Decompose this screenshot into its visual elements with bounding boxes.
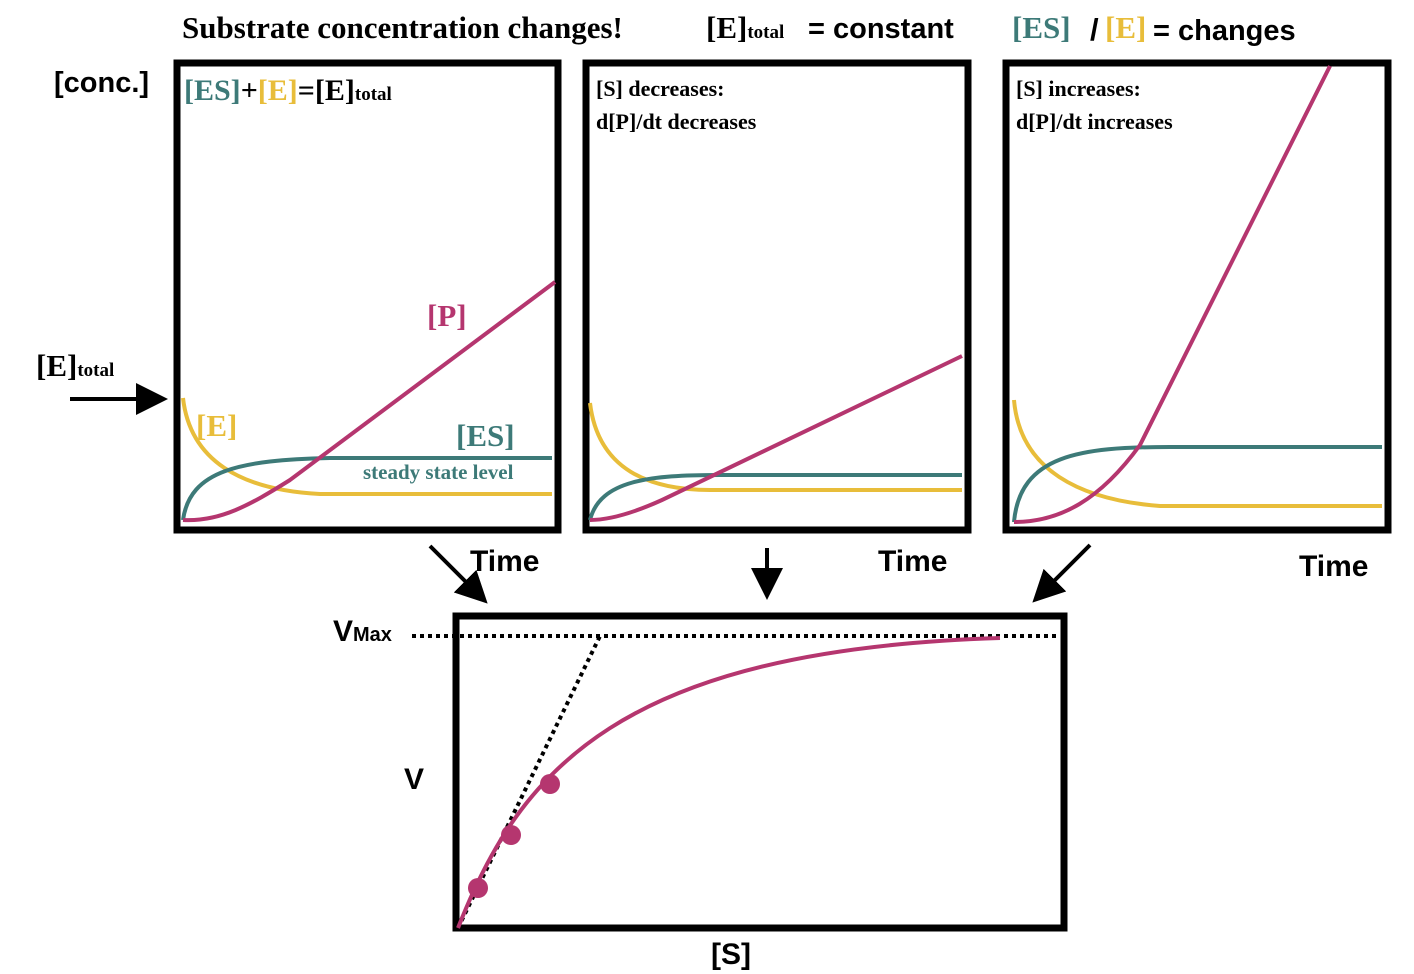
tangent <box>456 635 602 929</box>
vmax-label: VMax <box>333 615 392 648</box>
e-base: [E] <box>315 74 355 107</box>
x-label: Time <box>1299 550 1368 583</box>
e-header: [E] <box>1105 10 1146 45</box>
note: d[P]/dt decreases <box>596 109 757 134</box>
es-header: [ES] <box>1012 10 1071 45</box>
constant: = constant <box>808 13 954 45</box>
v-sub: Max <box>353 624 392 646</box>
x-label: Time <box>878 545 947 578</box>
arrow <box>1032 543 1092 603</box>
p-curve <box>589 354 963 522</box>
e-base: [E] <box>706 10 747 45</box>
es-curve <box>181 456 552 521</box>
es-curve <box>1012 445 1382 523</box>
x-label: Time <box>470 545 539 578</box>
e-base: [E] <box>36 348 77 383</box>
es-curve <box>588 473 962 521</box>
e-curve <box>588 402 962 492</box>
equation: [ES]+[E]=[E]total <box>184 74 392 107</box>
panel <box>173 59 562 534</box>
mm-curve <box>456 636 1001 929</box>
steady-label: steady state level <box>363 460 514 484</box>
e-label: [E] <box>196 408 237 443</box>
slash: / <box>1090 12 1099 47</box>
title: Substrate concentration changes! <box>182 10 623 45</box>
e-sub: total <box>747 22 784 43</box>
point <box>468 878 488 898</box>
note: [S] increases: <box>1016 76 1141 101</box>
note: [S] decreases: <box>596 76 725 101</box>
e-total-marker: [E]total <box>36 348 114 383</box>
e: [E] <box>258 74 298 107</box>
changes: = changes <box>1153 15 1296 47</box>
point <box>501 825 521 845</box>
panel <box>582 59 972 534</box>
y-label: [conc.] <box>54 67 149 99</box>
arrow <box>428 544 488 604</box>
es-label: [ES] <box>456 418 515 453</box>
p-label: [P] <box>427 298 467 333</box>
panel <box>452 612 1068 932</box>
e-sub: total <box>77 360 114 381</box>
note: d[P]/dt increases <box>1016 109 1173 134</box>
equals: = <box>298 74 315 107</box>
e-total-header: [E]total <box>706 10 784 45</box>
point <box>540 774 560 794</box>
panel <box>1002 59 1392 534</box>
p-curve <box>182 280 557 523</box>
y-label: V <box>404 763 424 796</box>
v-base: V <box>333 615 353 648</box>
es: [ES] <box>184 74 241 107</box>
p-curve <box>1013 65 1332 524</box>
e-curve <box>1012 399 1382 508</box>
plus: + <box>241 74 258 107</box>
x-label: [S] <box>711 938 751 971</box>
e-sub: total <box>355 84 392 105</box>
